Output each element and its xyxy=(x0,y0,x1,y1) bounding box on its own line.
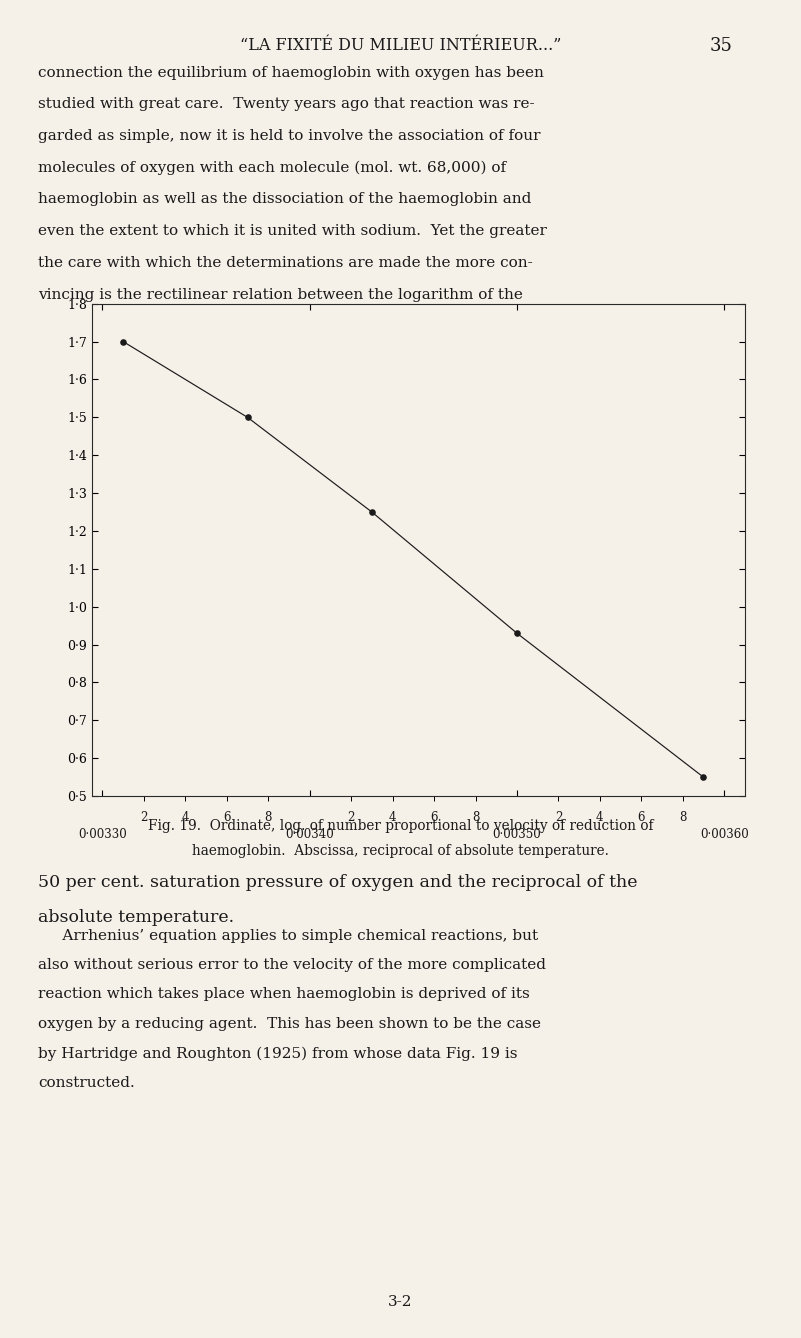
Text: 6: 6 xyxy=(430,811,438,824)
Text: “LA FIXITÉ DU MILIEU INTÉRIEUR...”: “LA FIXITÉ DU MILIEU INTÉRIEUR...” xyxy=(239,37,562,55)
Point xyxy=(117,330,130,352)
Text: reaction which takes place when haemoglobin is deprived of its: reaction which takes place when haemoglo… xyxy=(38,987,530,1001)
Text: 2: 2 xyxy=(140,811,147,824)
Text: the care with which the determinations are made the more con-: the care with which the determinations a… xyxy=(38,256,533,270)
Text: 2: 2 xyxy=(348,811,355,824)
Text: studied with great care.  Twenty years ago that reaction was re-: studied with great care. Twenty years ag… xyxy=(38,98,535,111)
Text: 8: 8 xyxy=(264,811,272,824)
Text: 35: 35 xyxy=(710,37,733,55)
Text: by Hartridge and Roughton (1925) from whose data Fig. 19 is: by Hartridge and Roughton (1925) from wh… xyxy=(38,1046,518,1061)
Text: even the extent to which it is united with sodium.  Yet the greater: even the extent to which it is united wi… xyxy=(38,223,547,238)
Text: 3-2: 3-2 xyxy=(388,1295,413,1309)
Text: 50 per cent. saturation pressure of oxygen and the reciprocal of the: 50 per cent. saturation pressure of oxyg… xyxy=(38,874,638,891)
Text: vincing is the rectilinear relation between the logarithm of the: vincing is the rectilinear relation betw… xyxy=(38,288,523,301)
Text: connection the equilibrium of haemoglobin with oxygen has been: connection the equilibrium of haemoglobi… xyxy=(38,66,545,79)
Point xyxy=(510,622,523,644)
Text: 4: 4 xyxy=(182,811,189,824)
Text: 6: 6 xyxy=(223,811,231,824)
Text: molecules of oxygen with each molecule (mol. wt. 68,000) of: molecules of oxygen with each molecule (… xyxy=(38,161,506,175)
Text: 6: 6 xyxy=(638,811,645,824)
Text: constructed.: constructed. xyxy=(38,1076,135,1089)
Point xyxy=(365,502,378,523)
Text: 0·00340: 0·00340 xyxy=(285,828,334,842)
Text: 8: 8 xyxy=(679,811,686,824)
Text: 8: 8 xyxy=(472,811,479,824)
Text: Arrhenius’ equation applies to simple chemical reactions, but: Arrhenius’ equation applies to simple ch… xyxy=(38,929,538,942)
Text: also without serious error to the velocity of the more complicated: also without serious error to the veloci… xyxy=(38,958,546,971)
Text: absolute temperature.: absolute temperature. xyxy=(38,909,235,926)
Text: haemoglobin as well as the dissociation of the haemoglobin and: haemoglobin as well as the dissociation … xyxy=(38,193,532,206)
Text: 0·00350: 0·00350 xyxy=(493,828,541,842)
Text: haemoglobin.  Abscissa, reciprocal of absolute temperature.: haemoglobin. Abscissa, reciprocal of abs… xyxy=(192,844,609,858)
Text: 4: 4 xyxy=(388,811,396,824)
Text: 4: 4 xyxy=(596,811,604,824)
Text: 0·00330: 0·00330 xyxy=(78,828,127,842)
Point xyxy=(241,407,254,428)
Text: Fig. 19.  Ordinate, log. of number proportional to velocity of reduction of: Fig. 19. Ordinate, log. of number propor… xyxy=(147,819,654,832)
Text: garded as simple, now it is held to involve the association of four: garded as simple, now it is held to invo… xyxy=(38,128,541,143)
Text: 0·00360: 0·00360 xyxy=(700,828,749,842)
Point xyxy=(697,767,710,788)
Text: oxygen by a reducing agent.  This has been shown to be the case: oxygen by a reducing agent. This has bee… xyxy=(38,1017,541,1030)
Text: 2: 2 xyxy=(555,811,562,824)
